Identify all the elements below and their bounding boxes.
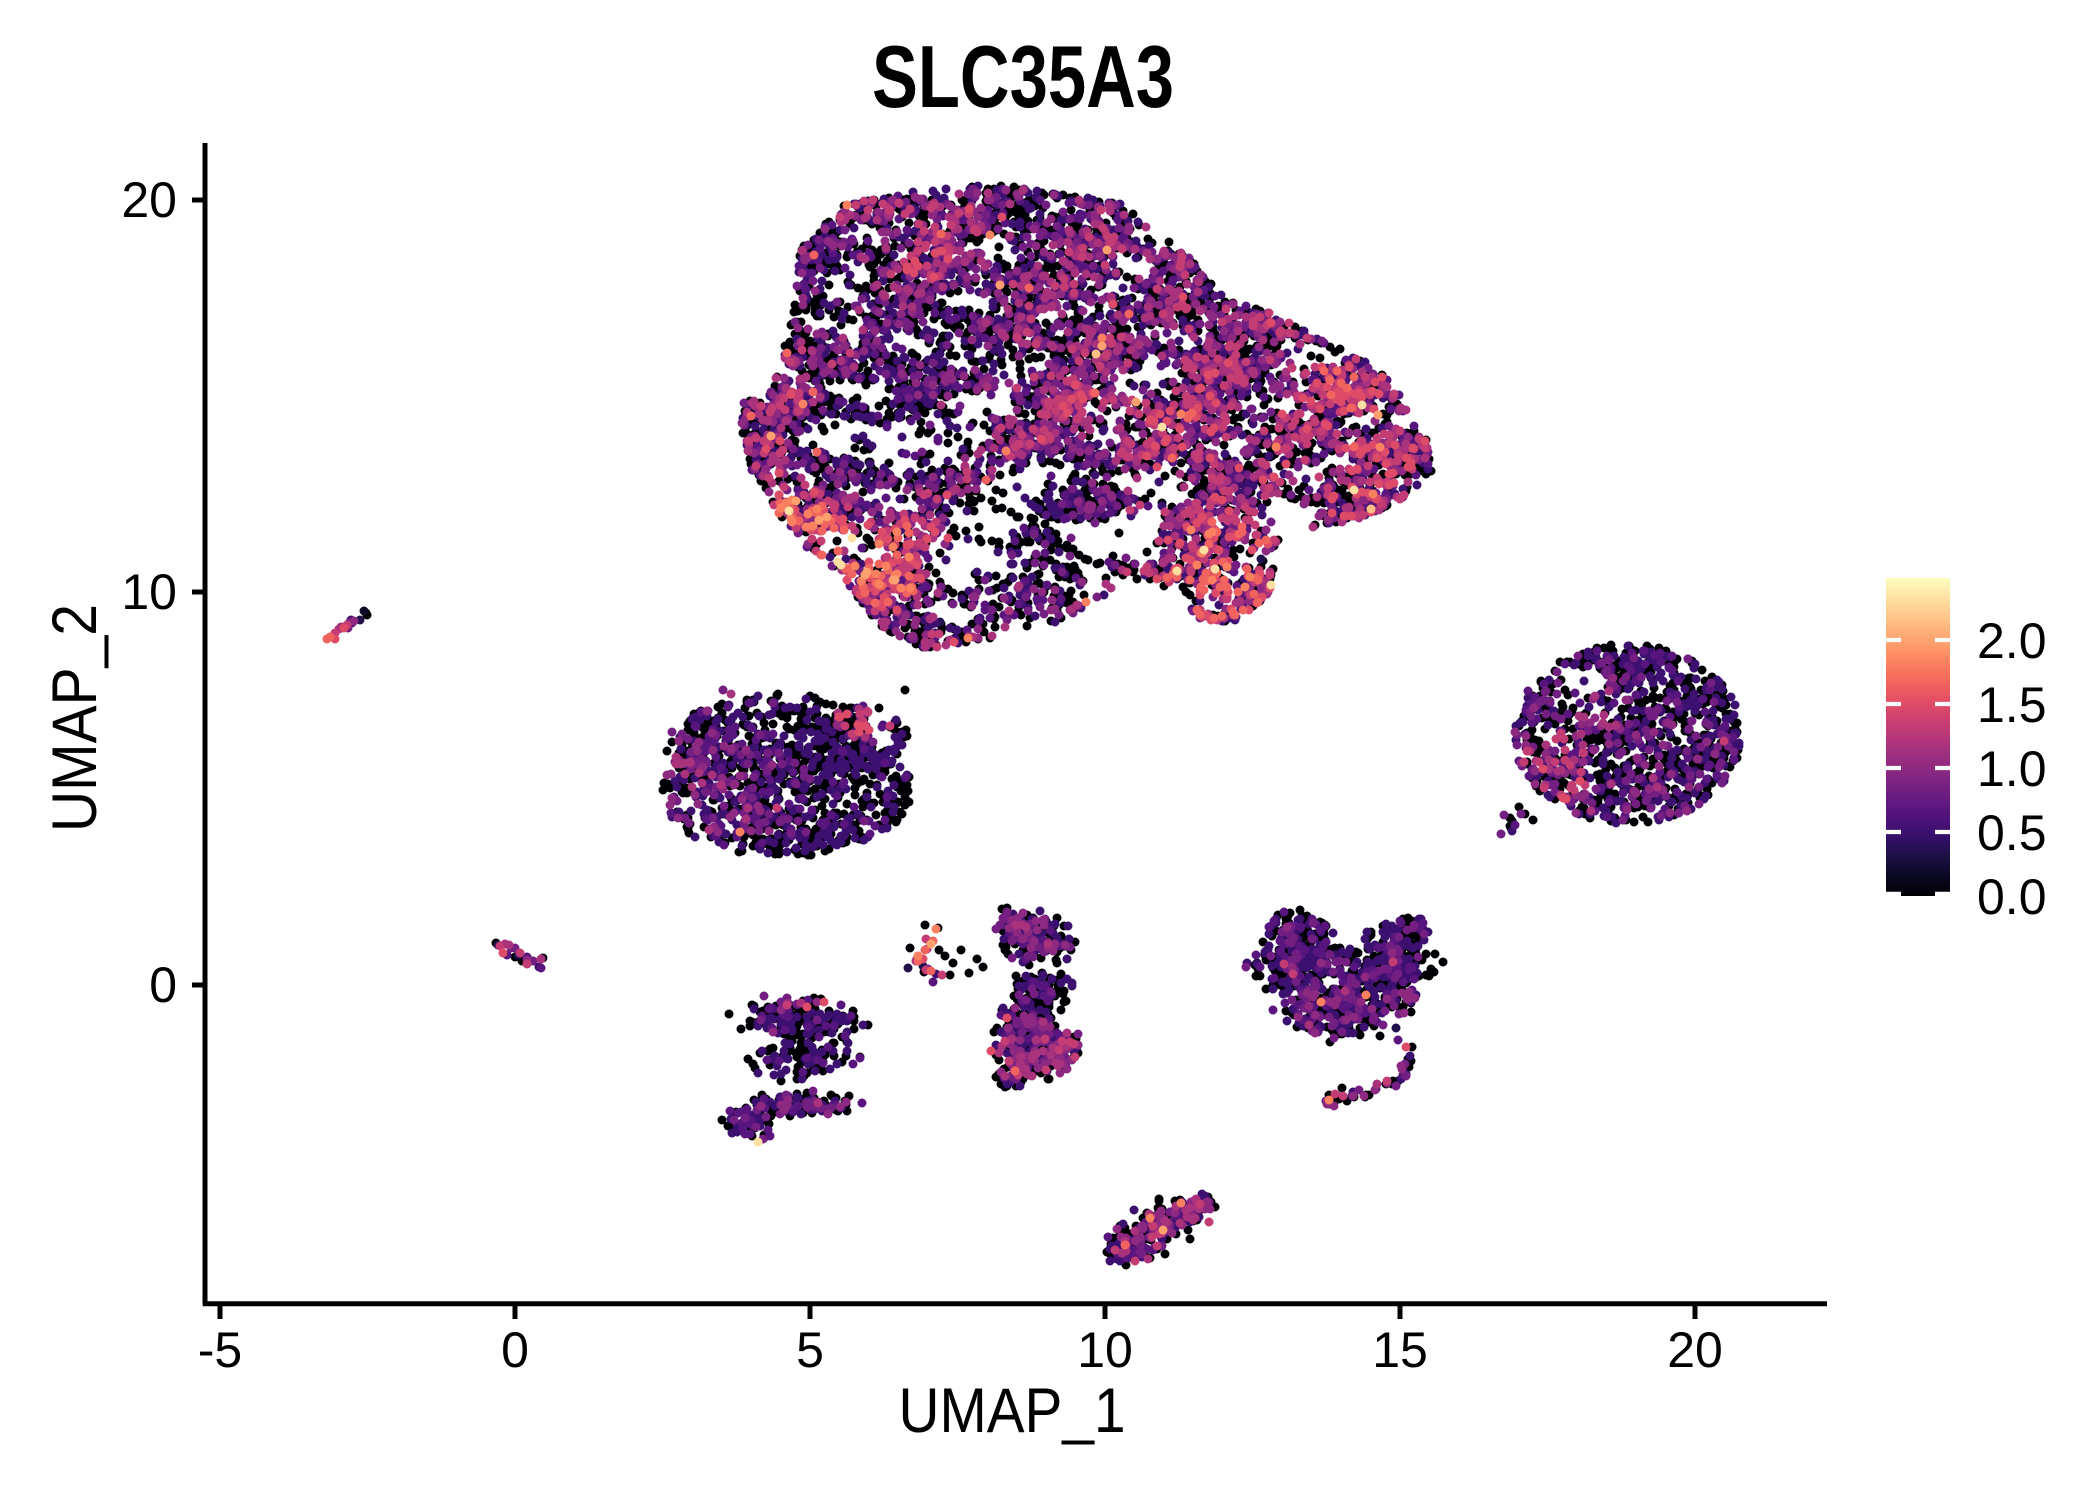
svg-text:0.0: 0.0 (1977, 869, 2047, 925)
svg-text:10: 10 (1077, 1322, 1133, 1378)
svg-text:0.5: 0.5 (1977, 805, 2047, 861)
svg-text:15: 15 (1372, 1322, 1428, 1378)
svg-text:10: 10 (121, 564, 177, 620)
svg-text:UMAP_1: UMAP_1 (899, 1376, 1126, 1446)
svg-text:0: 0 (149, 957, 177, 1013)
svg-text:20: 20 (1667, 1322, 1723, 1378)
svg-text:1.5: 1.5 (1977, 677, 2047, 733)
svg-text:SLC35A3: SLC35A3 (872, 27, 1174, 126)
svg-text:5: 5 (796, 1322, 824, 1378)
svg-text:1.0: 1.0 (1977, 741, 2047, 797)
svg-text:-5: -5 (198, 1322, 242, 1378)
svg-text:2.0: 2.0 (1977, 613, 2047, 669)
svg-text:0: 0 (501, 1322, 529, 1378)
svg-text:UMAP_2: UMAP_2 (40, 604, 110, 832)
svg-text:20: 20 (121, 172, 177, 228)
